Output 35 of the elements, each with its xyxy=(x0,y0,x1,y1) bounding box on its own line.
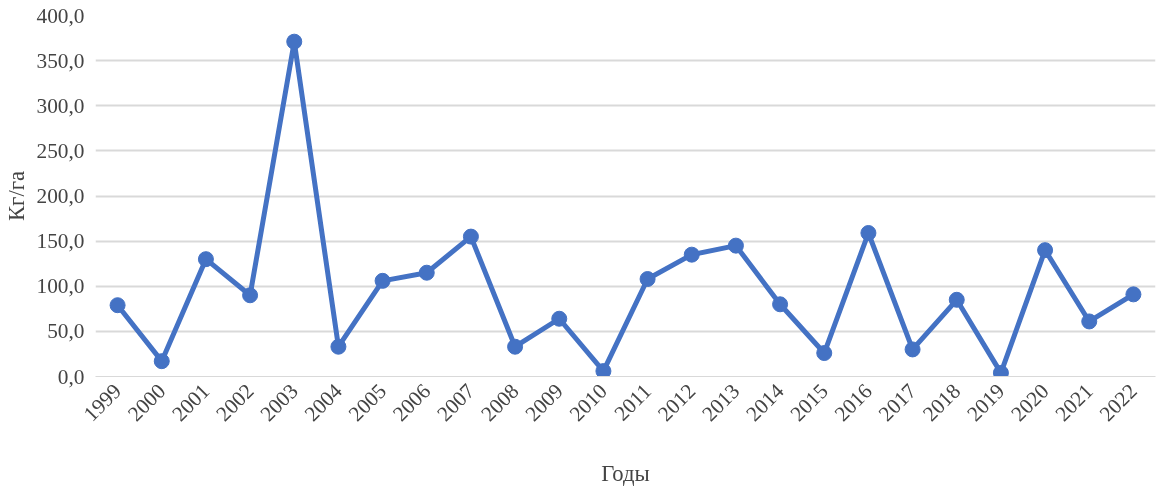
point xyxy=(639,271,656,288)
point xyxy=(551,310,568,327)
point xyxy=(904,341,921,358)
point xyxy=(1125,286,1142,303)
point xyxy=(197,251,214,268)
point xyxy=(816,345,833,362)
point xyxy=(772,296,789,313)
y-tick-label: 400,0 xyxy=(36,3,85,28)
point xyxy=(109,297,126,314)
point xyxy=(462,228,479,245)
point xyxy=(374,272,391,289)
y-tick-label: 350,0 xyxy=(36,48,85,73)
point xyxy=(595,363,612,377)
point xyxy=(286,33,303,50)
point xyxy=(507,338,524,355)
point xyxy=(1037,242,1054,259)
y-tick-label: 50,0 xyxy=(47,319,85,344)
point xyxy=(153,353,170,370)
y-tick-label: 200,0 xyxy=(36,184,85,208)
y-tick-label: 250,0 xyxy=(36,138,85,163)
point xyxy=(948,291,965,308)
point xyxy=(683,246,700,263)
y-tick-label: 0,0 xyxy=(57,364,85,389)
x-axis-title: Годы xyxy=(601,460,650,486)
y-tick-label: 150,0 xyxy=(36,229,85,254)
point xyxy=(860,225,877,241)
y-tick-label: 300,0 xyxy=(36,93,85,118)
point xyxy=(242,287,259,304)
x-tick-label: 2011 xyxy=(609,379,657,426)
point xyxy=(727,237,744,254)
y-tick-label: 100,0 xyxy=(36,274,85,299)
y-axis-title: Кг/га xyxy=(3,170,29,222)
point xyxy=(330,338,347,355)
point xyxy=(1081,313,1098,330)
point xyxy=(418,264,435,281)
